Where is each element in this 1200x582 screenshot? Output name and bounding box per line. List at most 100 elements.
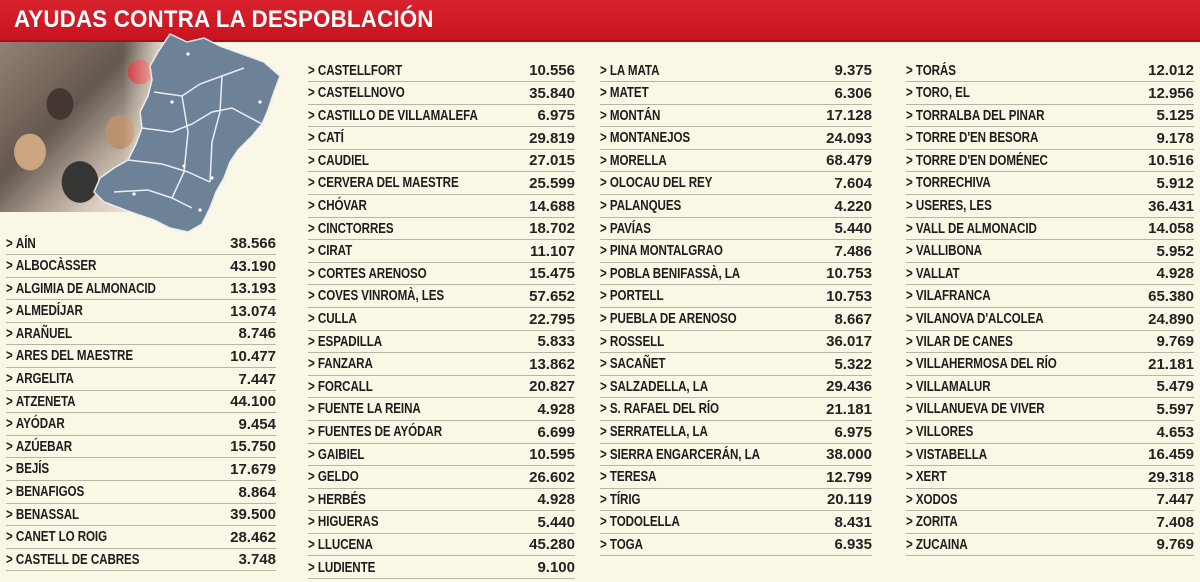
municipality-name: > ALBOCÀSSER: [6, 258, 96, 274]
municipality-label: VILAFRANCA: [915, 288, 991, 305]
aid-amount: 8.864: [238, 483, 276, 501]
column-2: > CASTELLFORT 10.556 > CASTELLNOVO 35.840 …: [308, 60, 575, 580]
row-marker: >: [600, 175, 607, 192]
aid-amount: 10.516: [1148, 152, 1194, 170]
municipality-name: > PINA MONTALGRAO: [600, 243, 723, 259]
row-marker: >: [6, 235, 13, 252]
page-title: AYUDAS CONTRA LA DESPOBLACIÓN: [14, 6, 434, 33]
aid-amount: 68.479: [826, 152, 872, 170]
municipality-name: > LLUCENA: [308, 537, 373, 553]
municipality-label: HIGUERAS: [317, 514, 379, 531]
row-marker: >: [308, 175, 315, 192]
aid-amount: 21.181: [1148, 355, 1194, 373]
aid-amount: 5.597: [1156, 400, 1194, 418]
table-row: > BEJÍS 17.679: [6, 459, 276, 481]
aid-amount: 36.431: [1148, 197, 1194, 215]
aid-amount: 5.440: [834, 220, 872, 238]
row-marker: >: [906, 311, 913, 328]
municipality-label: TERESA: [609, 469, 657, 486]
municipality-label: TÍRIG: [609, 491, 641, 508]
aid-amount: 10.477: [230, 347, 276, 365]
table-row: > ALBOCÀSSER 43.190: [6, 256, 276, 278]
aid-amount: 7.447: [1156, 491, 1194, 509]
row-marker: >: [600, 311, 607, 328]
municipality-label: CINCTORRES: [317, 220, 394, 237]
municipality-name: > LUDIENTE: [308, 560, 375, 576]
municipality-name: > CINCTORRES: [308, 221, 394, 237]
municipality-name: > FUENTES DE AYÓDAR: [308, 424, 442, 440]
row-marker: >: [906, 265, 913, 282]
column-3: > LA MATA 9.375 > MATET 6.306 > MONTÁN 17.1…: [600, 60, 872, 557]
table-row: > MATET 6.306: [600, 83, 872, 105]
table-row: > TORÁS 12.012: [906, 60, 1194, 82]
municipality-name: > MONTÁN: [600, 108, 660, 124]
table-row: > CINCTORRES 18.702: [308, 218, 575, 241]
table-row: > VILLAHERMOSA DEL RÍO 21.181: [906, 354, 1194, 376]
row-marker: >: [308, 424, 315, 440]
table-row: > GAIBIEL 10.595: [308, 444, 575, 467]
column-4: > TORÁS 12.012 > TORO, EL 12.956 > TORRALBA…: [906, 60, 1194, 557]
municipality-label: LUDIENTE: [317, 559, 376, 576]
row-marker: >: [308, 356, 315, 373]
row-marker: >: [308, 198, 315, 215]
aid-amount: 16.459: [1148, 446, 1194, 464]
aid-amount: 29.318: [1148, 468, 1194, 486]
municipality-label: VISTABELLA: [915, 446, 988, 463]
municipality-name: > CIRAT: [308, 243, 352, 259]
row-marker: >: [6, 258, 13, 275]
row-marker: >: [308, 107, 315, 124]
municipality-label: MONTÁN: [609, 107, 661, 124]
aid-amount: 9.178: [1156, 129, 1194, 147]
municipality-label: VILLORES: [915, 424, 974, 440]
municipality-name: > GELDO: [308, 469, 359, 485]
aid-amount: 4.928: [1156, 265, 1194, 283]
aid-amount: 24.093: [826, 129, 872, 147]
column-1: > AÍN 38.566 > ALBOCÀSSER 43.190 > ALGIMIA …: [6, 233, 276, 572]
municipality-name: > CORTES ARENOSO: [308, 266, 427, 282]
aid-amount: 6.935: [834, 536, 872, 554]
table-row: > PUEBLA DE ARENOSO 8.667: [600, 309, 872, 331]
aid-amount: 10.556: [529, 62, 575, 79]
table-row: > CANET LO ROIG 28.462: [6, 527, 276, 549]
table-row: > CASTELLNOVO 35.840: [308, 83, 575, 105]
municipality-name: > AÍN: [6, 236, 36, 252]
municipality-name: > PUEBLA DE ARENOSO: [600, 311, 737, 327]
aid-amount: 36.017: [826, 333, 872, 351]
municipality-name: > VILLAHERMOSA DEL RÍO: [906, 356, 1057, 372]
municipality-label: ALMEDÍJAR: [15, 303, 83, 320]
municipality-name: > ZORITA: [906, 514, 958, 530]
municipality-label: PALANQUES: [609, 198, 682, 215]
table-row: > ZUCAINA 9.769: [906, 534, 1194, 557]
municipality-name: > TERESA: [600, 469, 657, 486]
municipality-name: > ARES DEL MAESTRE: [6, 348, 133, 364]
aid-amount: 26.602: [529, 468, 575, 486]
table-row: > ARAÑUEL 8.746: [6, 323, 276, 346]
aid-amount: 4.653: [1156, 423, 1194, 441]
table-row: > CULLA 22.795: [308, 309, 575, 331]
municipality-label: CATÍ: [317, 130, 344, 147]
municipality-name: > TORRE D'EN BESORA: [906, 130, 1038, 146]
municipality-label: S. RAFAEL DEL RÍO: [609, 401, 719, 418]
aid-amount: 6.975: [537, 107, 575, 125]
row-marker: >: [906, 469, 913, 486]
municipality-name: > CASTILLO DE VILLAMALEFA: [308, 108, 478, 124]
table-row: > PORTELL 10.753: [600, 286, 872, 308]
table-row: > MORELLA 68.479: [600, 150, 872, 173]
row-marker: >: [308, 152, 315, 169]
aid-amount: 7.447: [238, 370, 276, 388]
row-marker: >: [600, 491, 607, 508]
aid-amount: 45.280: [529, 536, 575, 554]
municipality-label: VILLANUEVA DE VIVER: [915, 401, 1045, 418]
municipality-label: XODOS: [915, 491, 958, 508]
municipality-label: TORRECHIVA: [915, 175, 991, 192]
table-row: > FUENTE LA REINA 4.928: [308, 399, 575, 421]
row-marker: >: [906, 536, 913, 553]
municipality-name: > HIGUERAS: [308, 514, 379, 530]
table-row: > TORRE D'EN DOMÉNEC 10.516: [906, 150, 1194, 173]
municipality-label: ALGIMIA DE ALMONACID: [15, 280, 156, 297]
table-row: > XODOS 7.447: [906, 489, 1194, 512]
row-marker: >: [308, 85, 315, 102]
table-row: > USERES, LES 36.431: [906, 196, 1194, 218]
row-marker: >: [906, 491, 913, 508]
aid-amount: 5.322: [834, 355, 872, 373]
